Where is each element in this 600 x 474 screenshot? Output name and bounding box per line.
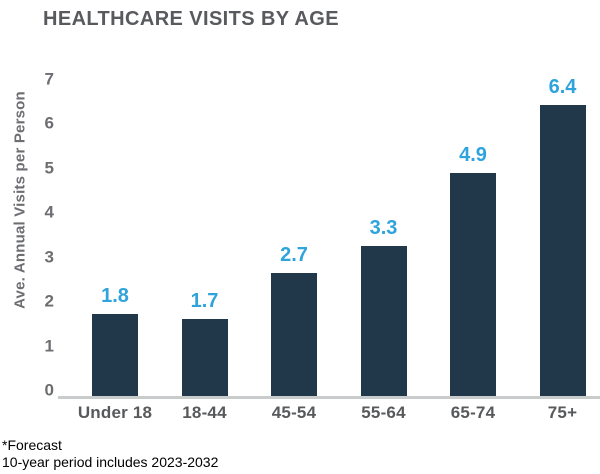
y-tick-label: 4 — [44, 202, 54, 222]
bar — [360, 245, 407, 396]
bar — [271, 273, 317, 396]
y-tick-label: 2 — [44, 291, 54, 311]
x-category-label: 18-44 — [182, 403, 227, 422]
bar — [450, 173, 496, 396]
bar — [92, 314, 138, 396]
x-category-label: 45-54 — [271, 403, 317, 422]
x-category-label: Under 18 — [77, 403, 153, 422]
chart-title: HEALTHCARE VISITS BY AGE — [43, 8, 339, 30]
x-category-label: 75+ — [547, 403, 578, 422]
bar — [539, 104, 586, 396]
bar-value-label: 3.3 — [369, 216, 398, 239]
y-tick-label: 5 — [44, 158, 54, 177]
y-tick-label: 6 — [44, 113, 54, 133]
x-category-label: 65-74 — [450, 403, 496, 422]
x-category-label: 55-64 — [361, 403, 406, 422]
footnote-line-forecast: *Forecast — [2, 437, 62, 453]
bar-value-label: 1.7 — [190, 289, 219, 312]
bar-value-label: 4.9 — [459, 144, 487, 167]
bar-value-label: 6.4 — [548, 75, 577, 98]
y-tick-label: 3 — [44, 247, 54, 266]
y-tick-label: 1 — [44, 336, 54, 355]
footnote-line-period: 10-year period includes 2023-2032 — [2, 454, 219, 470]
bar-value-label: 1.8 — [101, 285, 129, 308]
y-tick-label: 7 — [44, 69, 54, 88]
bar — [181, 318, 228, 396]
bar-value-label: 2.7 — [280, 244, 308, 267]
y-tick-label: 0 — [44, 380, 54, 400]
footnote: *Forecast 10-year period includes 2023-2… — [2, 437, 218, 471]
x-axis-line — [58, 396, 600, 399]
